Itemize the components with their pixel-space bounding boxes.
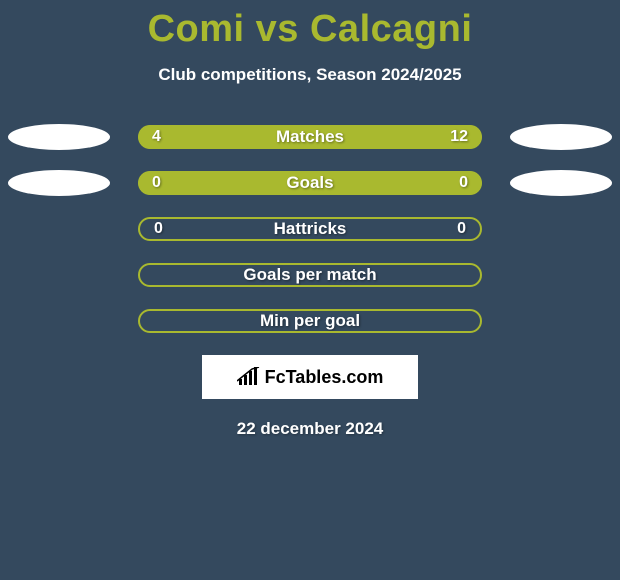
date-text: 22 december 2024 [0,419,620,439]
stat-bar: 00Goals [138,171,482,195]
stat-row: Goals per match [0,263,620,287]
bar-label: Min per goal [140,311,480,331]
page-title: Comi vs Calcagni [0,0,620,51]
stat-bar: 00Hattricks [138,217,482,241]
stat-row: 412Matches [0,125,620,149]
stat-row: 00Hattricks [0,217,620,241]
watermark-box: FcTables.com [202,355,418,399]
stat-bar: Min per goal [138,309,482,333]
left-ellipse [8,124,110,150]
stat-bar: 412Matches [138,125,482,149]
stat-row: 00Goals [0,171,620,195]
stats-rows: 412Matches 00Goals 00Hattricks Goals per ma… [0,125,620,333]
watermark-text: FcTables.com [265,367,384,388]
right-ellipse [510,124,612,150]
bar-label: Goals per match [140,265,480,285]
chart-icon [237,367,261,387]
bar-label: Matches [138,127,482,147]
right-ellipse [510,170,612,196]
bar-label: Hattricks [140,219,480,239]
stat-row: Min per goal [0,309,620,333]
left-ellipse [8,170,110,196]
stat-bar: Goals per match [138,263,482,287]
subtitle: Club competitions, Season 2024/2025 [0,65,620,85]
bar-label: Goals [138,173,482,193]
